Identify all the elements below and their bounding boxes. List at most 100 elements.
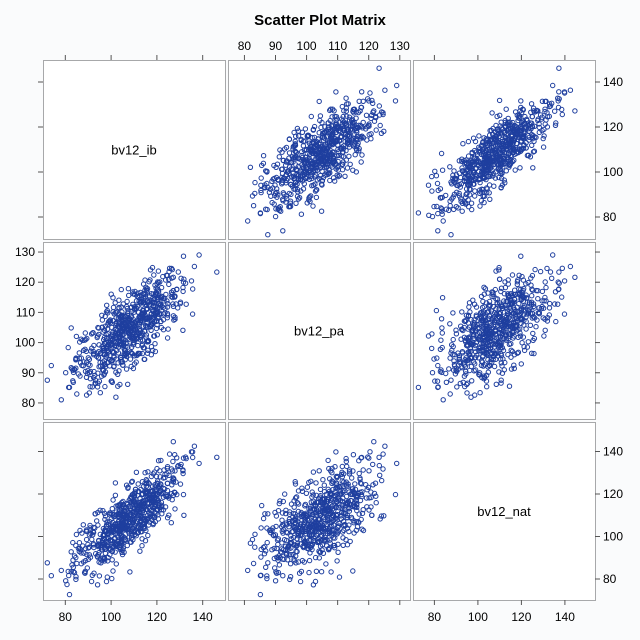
data-point <box>317 117 323 124</box>
data-point <box>180 279 187 285</box>
data-point <box>309 134 315 141</box>
data-point <box>113 326 120 332</box>
data-point <box>153 285 159 291</box>
data-point <box>483 169 490 175</box>
data-point <box>450 352 456 358</box>
data-point <box>122 536 128 542</box>
tick-label-bv12_pa: 90 <box>22 366 36 380</box>
data-point <box>518 307 525 313</box>
data-point <box>366 131 372 138</box>
data-point <box>262 185 268 191</box>
data-point <box>180 253 187 259</box>
data-point <box>572 108 578 114</box>
data-point <box>527 322 534 328</box>
data-point <box>491 318 498 324</box>
data-point <box>462 159 468 165</box>
data-point <box>107 510 114 516</box>
data-point <box>439 330 445 336</box>
data-point <box>277 204 283 210</box>
data-point <box>134 336 141 342</box>
data-point <box>480 175 486 182</box>
data-point <box>92 380 98 386</box>
data-point <box>111 364 117 370</box>
data-point <box>458 196 464 202</box>
data-point <box>485 357 491 363</box>
data-point <box>196 252 202 258</box>
data-point <box>515 327 521 333</box>
data-point <box>493 348 499 354</box>
data-point <box>494 113 500 120</box>
tick-label-bv12_pa: 130 <box>390 39 410 53</box>
cell-bv12_pa-vs-bv12_ib <box>43 242 226 420</box>
data-point <box>561 311 568 317</box>
data-point <box>330 159 336 165</box>
data-point <box>494 138 500 144</box>
data-point <box>522 113 528 120</box>
data-point <box>306 197 312 203</box>
data-point <box>488 136 494 142</box>
data-point <box>288 191 294 198</box>
data-point <box>308 171 315 177</box>
data-point <box>512 167 518 173</box>
data-point <box>279 149 285 155</box>
data-point <box>115 331 121 337</box>
data-point <box>529 293 535 299</box>
data-point <box>293 149 300 156</box>
data-point <box>170 301 176 307</box>
data-point <box>83 536 90 543</box>
data-point <box>433 307 440 314</box>
data-point <box>501 298 507 304</box>
data-point <box>515 334 521 341</box>
data-point <box>48 573 54 579</box>
data-point <box>155 458 162 464</box>
data-point <box>530 330 536 337</box>
data-point <box>463 191 469 198</box>
data-point <box>346 117 353 123</box>
data-point <box>152 304 158 310</box>
data-point <box>377 122 383 129</box>
data-point <box>550 252 556 258</box>
data-point <box>484 350 490 357</box>
data-point <box>543 284 549 291</box>
data-point <box>485 166 491 173</box>
data-point <box>531 303 537 310</box>
tick-label-bv12_pa: 110 <box>328 39 347 53</box>
data-point <box>306 138 312 144</box>
data-point <box>470 135 477 141</box>
data-point <box>434 378 441 384</box>
data-point <box>142 470 148 476</box>
data-point <box>508 366 515 372</box>
data-point <box>487 127 493 134</box>
data-point <box>531 108 537 114</box>
data-point <box>148 344 155 350</box>
data-point <box>338 134 344 141</box>
tick-label-bv12_pa: 100 <box>297 39 317 53</box>
data-point <box>567 263 574 270</box>
data-point <box>473 339 479 345</box>
data-point <box>540 305 547 311</box>
data-point <box>514 126 520 132</box>
data-point <box>488 322 494 329</box>
data-point <box>324 170 330 176</box>
data-point <box>472 349 479 355</box>
data-point <box>262 182 268 188</box>
data-point <box>546 305 553 311</box>
data-point <box>502 123 508 129</box>
data-point <box>164 487 171 494</box>
data-point <box>469 206 475 213</box>
data-point <box>358 159 364 165</box>
data-point <box>514 279 521 285</box>
data-point <box>438 337 444 343</box>
data-point <box>497 112 503 119</box>
data-point <box>154 481 161 487</box>
data-point <box>486 153 493 160</box>
data-point <box>87 384 93 390</box>
data-point <box>498 185 504 191</box>
data-point <box>340 159 346 165</box>
data-point <box>480 347 486 354</box>
data-point <box>468 164 474 171</box>
data-point <box>496 276 503 282</box>
data-point <box>360 527 367 534</box>
data-point <box>131 361 138 367</box>
data-point <box>341 108 347 114</box>
